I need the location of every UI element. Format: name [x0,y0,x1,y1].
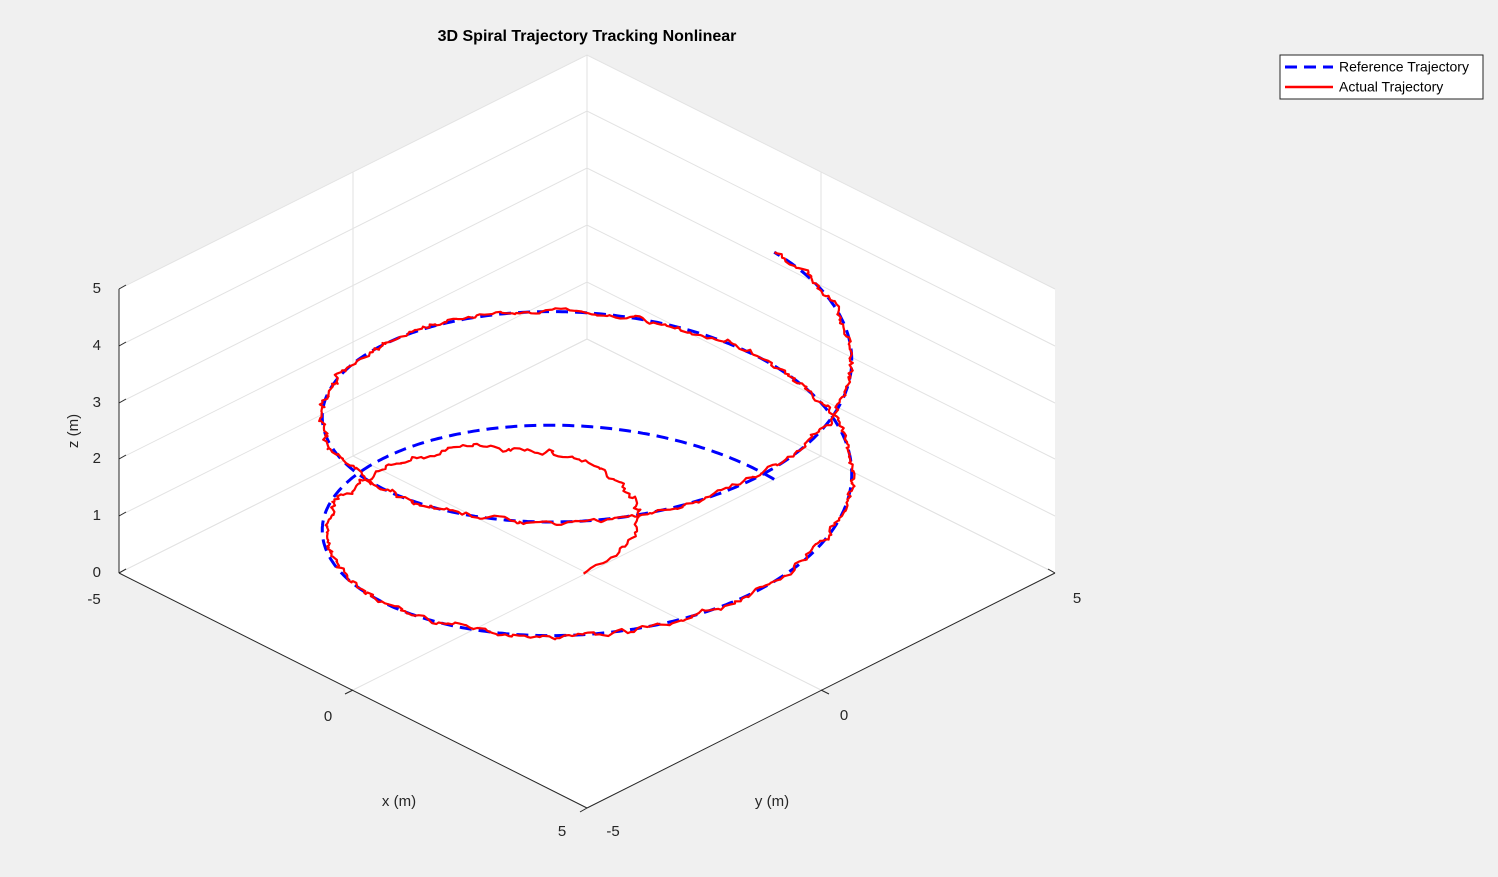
chart-title: 3D Spiral Trajectory Tracking Nonlinear [438,28,737,45]
y-tick-label: 5 [1073,590,1081,607]
legend-entry-actual: Actual Trajectory [1339,79,1443,95]
z-tick-label: 3 [93,394,101,411]
y-axis-label: y (m) [755,793,789,810]
z-tick-label: 4 [93,337,101,354]
z-axis-label: z (m) [65,414,82,448]
x-tick-label: 5 [558,823,566,840]
legend[interactable]: Reference Trajectory Actual Trajectory [1279,54,1484,100]
legend-box [1279,54,1484,100]
x-tick-label: -5 [87,591,100,608]
y-tick-labels: -5 0 5 [606,590,1081,840]
z-tick-label: 2 [93,450,101,467]
series-actual-trajectory-line [318,251,856,641]
x-tick-label: 0 [324,708,332,725]
x-axis-label: x (m) [382,793,416,810]
z-tick-label: 0 [93,564,101,581]
y-tick-label: 0 [840,707,848,724]
y-tick-label: -5 [606,823,619,840]
legend-entry-reference: Reference Trajectory [1339,59,1469,75]
x-tick-labels: -5 0 5 [87,591,566,840]
back-walls-grid [118,54,1056,691]
axis-lines [118,284,1056,813]
z-tick-label: 5 [93,280,101,297]
z-tick-label: 1 [93,507,101,524]
z-tick-labels: 0 1 2 3 4 5 [93,280,101,581]
